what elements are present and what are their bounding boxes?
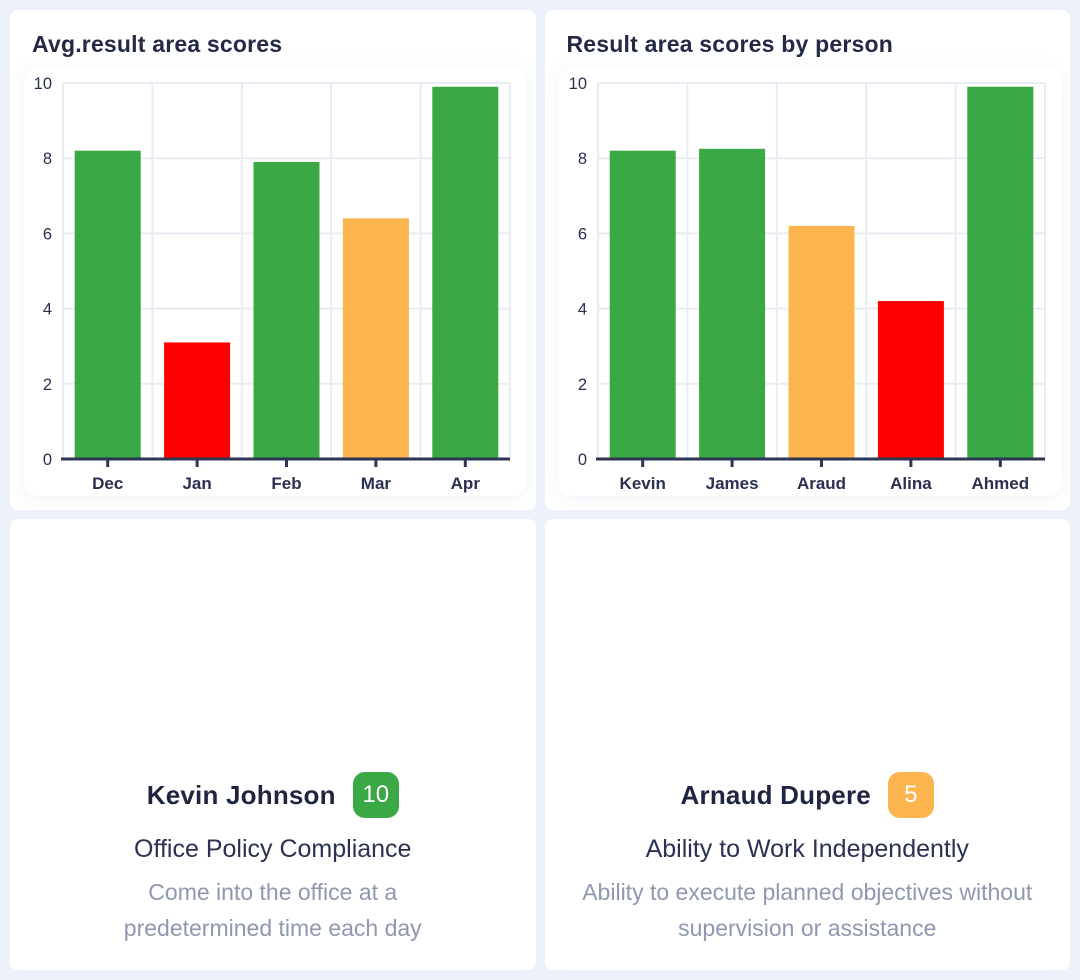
y-axis-tick-label: 10: [568, 75, 586, 93]
chart-panel: 0 2 4 6 8 10 Dec Jan Feb Mar Apr: [24, 68, 526, 496]
x-axis-tick-label: Araud: [796, 474, 845, 493]
y-axis-tick-label: 8: [43, 150, 52, 168]
highlight-card-kevin-johnson: Kevin Johnson 10 Office Policy Complianc…: [10, 519, 536, 970]
y-axis-tick-label: 8: [577, 150, 586, 168]
x-axis-tick-label: Jan: [182, 474, 211, 493]
result-area-description: Come into the office at a predetermined …: [123, 879, 422, 941]
y-axis-tick-label: 4: [577, 301, 586, 319]
bar-apr: [432, 86, 499, 459]
x-axis-tick-label: Mar: [361, 474, 392, 493]
result-area-scores-by-person-card: Result area scores by person 0 2 4 6 8 10 Kevi…: [544, 10, 1070, 510]
person-name: Arnaud Dupere: [680, 779, 871, 810]
avg-result-area-scores-card: Avg.result area scores 0 2 4 6 8 10 Dec Jan Feb M…: [10, 10, 536, 510]
result-area-scores-by-person-bar-chart: 0 2 4 6 8 10 Kevin James Araud Alina Ahmed: [568, 75, 1046, 493]
y-axis-tick-label: 4: [43, 301, 52, 319]
x-axis-tick-label: James: [705, 474, 758, 493]
x-axis-tick-label: Apr: [451, 474, 481, 493]
y-axis-tick-label: 2: [577, 376, 586, 394]
avg-result-area-scores-bar-chart: 0 2 4 6 8 10 Dec Jan Feb Mar Apr: [34, 75, 511, 493]
y-axis-tick-label: 0: [43, 451, 52, 469]
bar-dec: [74, 150, 141, 459]
y-axis-tick-label: 2: [43, 376, 52, 394]
bar-feb: [253, 161, 320, 459]
result-area-title: Ability to Work Independently: [645, 835, 969, 863]
highlight-card-arnaud-dupere: Arnaud Dupere 5 Ability to Work Independ…: [544, 519, 1070, 970]
bar-mar: [342, 218, 409, 459]
score-badge: 10: [352, 772, 399, 818]
y-axis-tick-label: 6: [43, 225, 52, 243]
x-axis-tick-label: Ahmed: [971, 474, 1029, 493]
chart-title-avg-result-area-scores: Avg.result area scores: [32, 31, 283, 57]
y-axis-tick-label: 0: [577, 451, 586, 469]
x-axis-tick-label: Kevin: [619, 474, 665, 493]
y-axis-tick-label: 6: [577, 225, 586, 243]
person-name-row: Kevin Johnson 10: [147, 772, 399, 818]
chart-title-result-area-scores-by-person: Result area scores by person: [566, 31, 893, 57]
bar-ahmed: [966, 86, 1033, 459]
bar-araud: [788, 225, 854, 459]
result-area-title: Office Policy Compliance: [134, 835, 412, 863]
x-axis-tick-label: Feb: [271, 474, 301, 493]
bar-james: [698, 148, 765, 460]
person-name: Kevin Johnson: [146, 779, 336, 810]
bar-kevin: [609, 150, 676, 459]
y-axis-tick-label: 10: [34, 75, 52, 93]
person-name-row: Arnaud Dupere 5: [681, 772, 934, 818]
bar-alina: [877, 301, 944, 459]
x-axis-tick-label: Alina: [890, 474, 932, 493]
score-badge: 5: [887, 772, 934, 818]
x-axis-tick-label: Dec: [92, 474, 123, 493]
bar-jan: [164, 342, 231, 459]
result-area-description: Ability to execute planned objectives wi…: [582, 879, 1033, 941]
chart-panel: 0 2 4 6 8 10 Kevin James Araud Alina Ahmed: [558, 68, 1061, 496]
